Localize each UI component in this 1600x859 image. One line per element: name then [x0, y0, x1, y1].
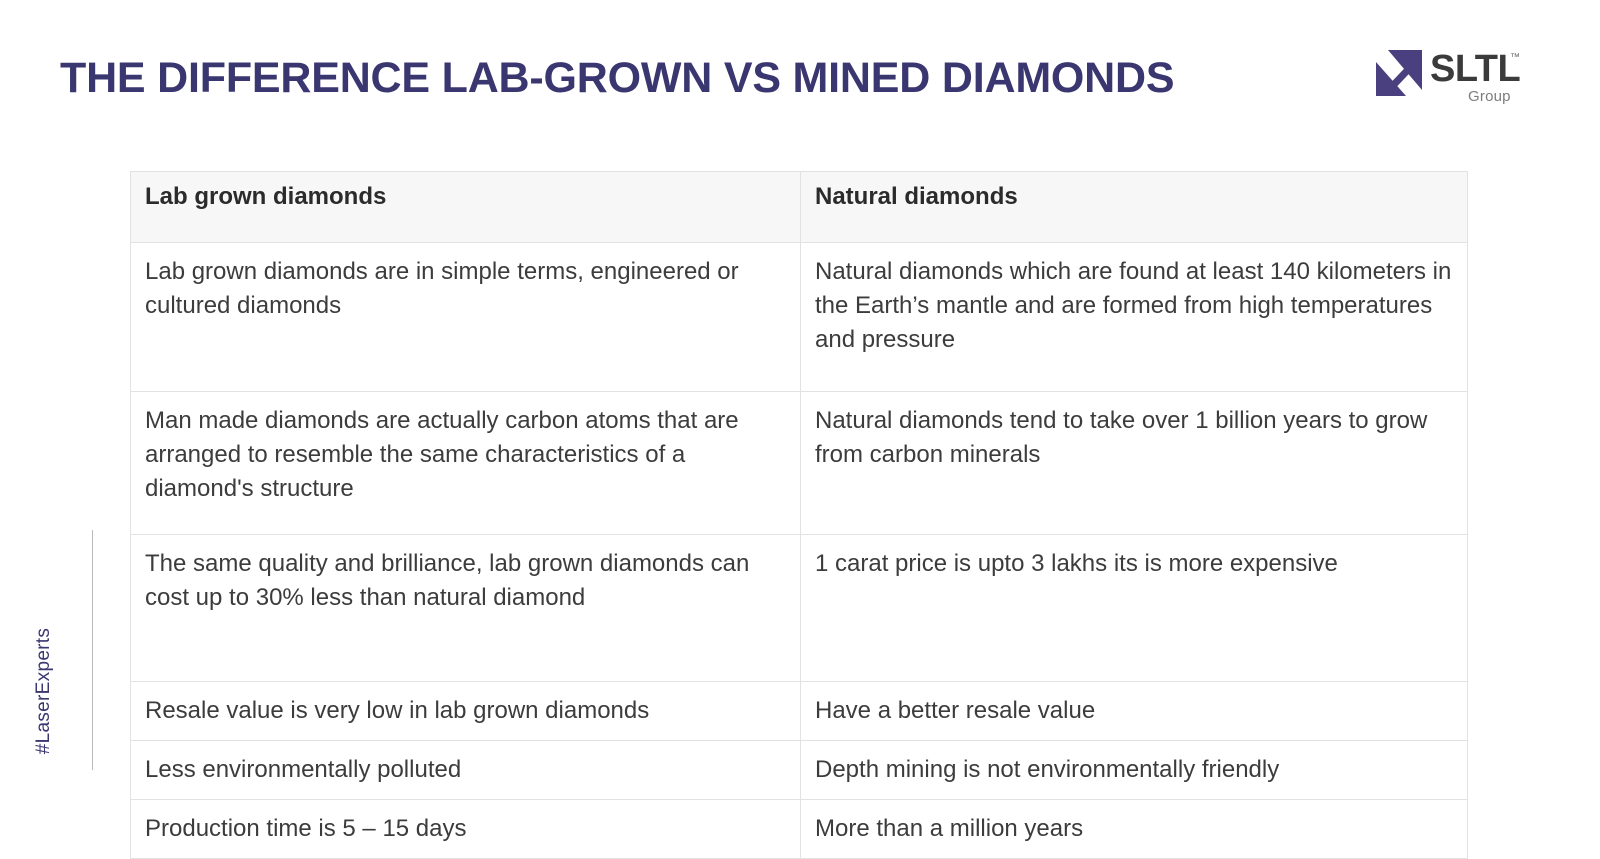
column-header-natural: Natural diamonds — [800, 171, 1468, 243]
cell-natural: 1 carat price is upto 3 lakhs its is mor… — [800, 534, 1468, 682]
cell-lab-grown: Man made diamonds are actually carbon at… — [130, 391, 801, 535]
table-row: Production time is 5 – 15 days More than… — [130, 799, 1468, 859]
cell-natural: Natural diamonds tend to take over 1 bil… — [800, 391, 1468, 535]
page-title: THE DIFFERENCE LAB-GROWN VS MINED DIAMON… — [60, 54, 1175, 102]
logo-wordmark: SLTL — [1430, 48, 1521, 90]
column-header-lab-grown: Lab grown diamonds — [130, 171, 801, 243]
side-divider — [92, 530, 93, 770]
cell-natural: Have a better resale value — [800, 681, 1468, 741]
table-row: Lab grown diamonds are in simple terms, … — [130, 242, 1468, 392]
trademark-icon: ™ — [1510, 52, 1520, 63]
cell-lab-grown: Less environmentally polluted — [130, 740, 801, 800]
comparison-table: Lab grown diamonds Natural diamonds Lab … — [130, 171, 1468, 859]
table-row: The same quality and brilliance, lab gro… — [130, 534, 1468, 682]
cell-natural: More than a million years — [800, 799, 1468, 859]
sltl-logo: SLTL ™ Group — [1376, 48, 1526, 106]
table-row: Man made diamonds are actually carbon at… — [130, 391, 1468, 535]
hashtag-label: #LaserExperts — [33, 627, 54, 755]
table-row: Less environmentally polluted Depth mini… — [130, 740, 1468, 800]
cell-lab-grown: Lab grown diamonds are in simple terms, … — [130, 242, 801, 392]
table-header-row: Lab grown diamonds Natural diamonds — [130, 171, 1468, 243]
cell-lab-grown: The same quality and brilliance, lab gro… — [130, 534, 801, 682]
slide-canvas: THE DIFFERENCE LAB-GROWN VS MINED DIAMON… — [33, 48, 1526, 859]
cell-natural: Depth mining is not environmentally frie… — [800, 740, 1468, 800]
logo-mark-icon — [1376, 50, 1422, 96]
cell-natural: Natural diamonds which are found at leas… — [800, 242, 1468, 392]
cell-lab-grown: Resale value is very low in lab grown di… — [130, 681, 801, 741]
table-row: Resale value is very low in lab grown di… — [130, 681, 1468, 741]
cell-lab-grown: Production time is 5 – 15 days — [130, 799, 801, 859]
logo-subtitle: Group — [1468, 88, 1511, 105]
